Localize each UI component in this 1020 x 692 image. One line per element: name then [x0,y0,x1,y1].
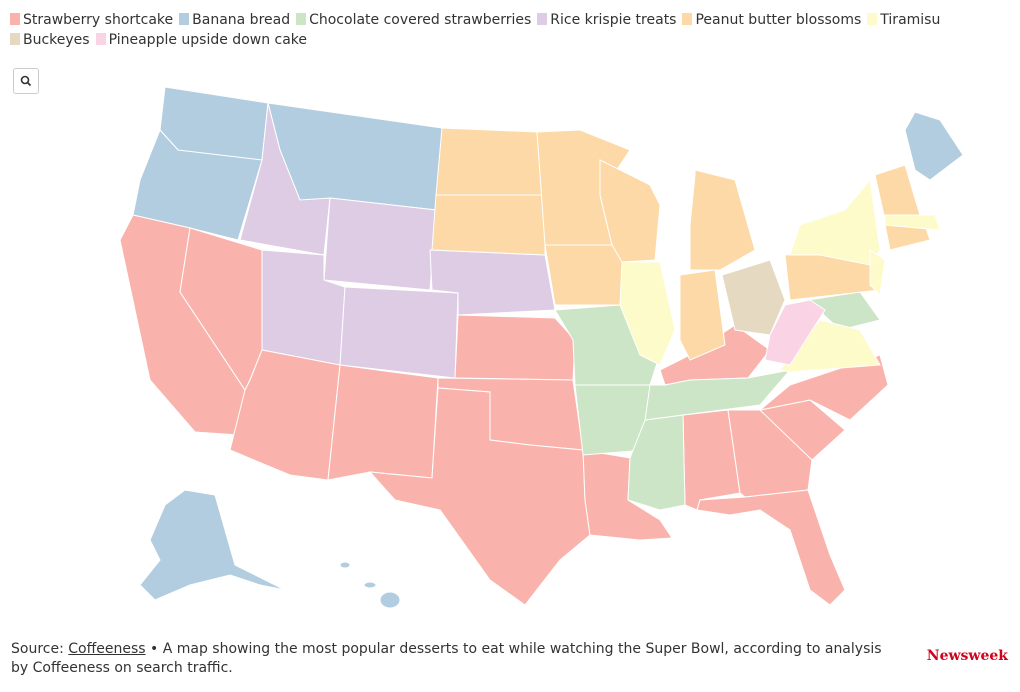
state-region[interactable] [132,129,263,241]
legend-item[interactable]: Strawberry shortcake [10,10,173,30]
us-map [119,86,964,609]
legend-item[interactable]: Banana bread [179,10,290,30]
legend-swatch [296,13,307,25]
state-region[interactable] [904,111,964,181]
state-region[interactable] [874,164,921,221]
state-region[interactable] [689,169,756,271]
state-region[interactable] [431,194,546,256]
state-region[interactable] [599,159,661,263]
source-link[interactable]: Coffeeness [68,641,146,657]
legend-item[interactable]: Pineapple upside down cake [95,30,308,50]
footer-text: • A map showing the most popular dessert… [11,641,882,676]
state-region[interactable] [619,261,676,366]
state-region[interactable] [379,591,401,609]
legend-label: Buckeyes [23,32,90,48]
legend-swatch [682,13,693,25]
legend-item[interactable]: Rice krispie treats [537,10,676,30]
search-icon [20,75,32,87]
legend-swatch [867,13,878,25]
footer: Source: Coffeeness • A map showing the m… [11,640,891,678]
legend-label: Peanut butter blossoms [695,12,862,28]
legend-swatch [95,33,106,45]
state-region[interactable] [435,127,546,196]
source-label: Source: [11,641,64,657]
legend-label: Banana bread [192,12,291,28]
state-region[interactable] [239,102,331,256]
state-region[interactable] [721,259,786,336]
state-region[interactable] [368,387,591,606]
legend-item[interactable]: Peanut butter blossoms [682,10,861,30]
state-region[interactable] [696,489,846,606]
state-region[interactable] [454,314,576,381]
legend-label: Chocolate covered strawberries [309,12,532,28]
state-region[interactable] [327,364,439,481]
legend-label: Strawberry shortcake [23,12,174,28]
state-region[interactable] [806,291,881,331]
legend-label: Tiramisu [880,12,941,28]
state-region[interactable] [789,178,881,266]
legend-label: Rice krispie treats [550,12,677,28]
legend-item[interactable]: Buckeyes [10,30,90,50]
legend-item[interactable]: Tiramisu [867,10,940,30]
brand-logo: Newsweek [926,648,1008,664]
state-region[interactable] [869,249,886,297]
legend-swatch [10,13,20,25]
state-region[interactable] [679,269,726,361]
search-button[interactable] [13,68,39,94]
legend-swatch [179,13,190,25]
legend-item[interactable]: Chocolate covered strawberries [296,10,531,30]
state-region[interactable] [339,286,459,379]
legend-swatch [10,33,20,45]
state-region[interactable] [323,197,437,291]
state-region[interactable] [139,489,286,601]
state-region[interactable] [884,214,941,231]
state-region[interactable] [764,299,826,366]
state-region[interactable] [339,561,351,569]
state-region[interactable] [759,354,889,421]
state-region[interactable] [363,581,377,589]
legend: Strawberry shortcake Banana bread Chocolat… [10,10,1015,50]
legend-swatch [537,13,548,25]
legend-label: Pineapple upside down cake [108,32,308,48]
